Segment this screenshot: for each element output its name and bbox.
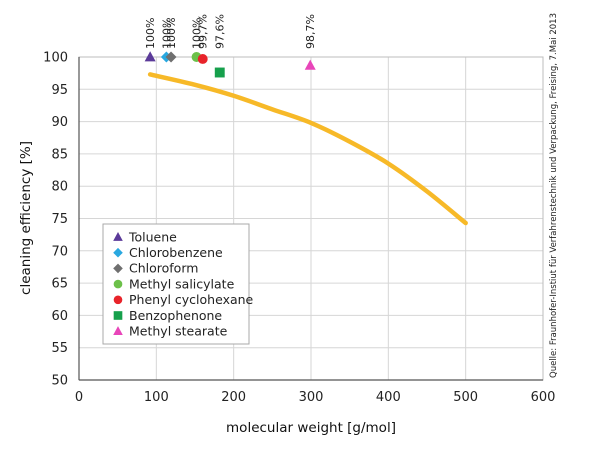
legend-marker-phenyl-cyclohexane — [113, 295, 123, 305]
y-tick-labels: 50 55 60 65 70 75 80 85 90 95 100 — [43, 51, 68, 389]
legend-label-chloroform: Chloroform — [129, 261, 198, 276]
point-labels: 100% 100%100% 100%99,7% 97,6% 98,7% — [144, 14, 317, 49]
axes — [78, 56, 544, 381]
point-label-methyl-stearate: 98,7% — [304, 14, 317, 49]
x-tick-label: 200 — [221, 390, 246, 405]
legend-label-benzophenone: Benzophenone — [129, 308, 222, 323]
legend-marker-methyl-stearate — [113, 326, 123, 336]
legend-label-toluene: Toluene — [128, 229, 177, 244]
point-label-methyl-salicylate: 100% — [191, 18, 204, 49]
point-label-toluene: 100% — [144, 18, 157, 49]
x-tick-label: 500 — [453, 390, 478, 405]
x-tick-label: 600 — [531, 390, 556, 405]
data-points — [144, 51, 316, 78]
legend-box — [102, 223, 250, 345]
y-tick-label: 100 — [43, 51, 68, 66]
y-tick-label: 75 — [51, 212, 68, 227]
point-label-benzophenone: 97,6% — [214, 14, 227, 49]
y-tick-label: 60 — [51, 309, 68, 324]
point-label-phenyl-cyclohexane: 99,7% — [197, 14, 210, 49]
x-tick-label: 300 — [299, 390, 324, 405]
trend-curve — [147, 72, 468, 226]
point-phenyl-cyclohexane — [197, 53, 208, 64]
point-label-chloroform: 100% — [165, 18, 178, 49]
y-tick-label: 90 — [51, 115, 68, 130]
legend-label-chlorobenzene: Chlorobenzene — [129, 245, 223, 260]
y-tick-label: 80 — [51, 180, 68, 195]
x-tick-label: 100 — [144, 390, 169, 405]
legend-marker-benzophenone — [113, 311, 123, 320]
point-toluene — [144, 51, 156, 62]
y-tick-label: 95 — [51, 83, 68, 98]
legend-label-phenyl-cyclohexane: Phenyl cyclohexane — [129, 292, 254, 307]
point-label-chlorobenzene: 100% — [160, 18, 173, 49]
legend-label-methyl-salicylate: Methyl salicylate — [129, 276, 235, 291]
legend-marker-toluene — [113, 231, 123, 241]
x-tick-label: 400 — [376, 390, 401, 405]
point-methyl-stearate — [304, 59, 316, 70]
y-tick-label: 85 — [51, 147, 68, 162]
legend-label-methyl-stearate: Methyl stearate — [129, 324, 228, 339]
y-tick-label: 70 — [51, 244, 68, 259]
legend-marker-methyl-salicylate — [113, 279, 123, 289]
y-tick-label: 55 — [51, 341, 68, 356]
x-axis-title: molecular weight [g/mol] — [226, 420, 396, 436]
legend-marker-chlorobenzene — [113, 247, 123, 258]
y-tick-label: 65 — [51, 277, 68, 292]
x-tick-labels: 0 100 200 300 400 500 600 — [75, 390, 556, 405]
source-note: Quelle: Fraunhofer-Instiut für Verfahren… — [549, 13, 559, 378]
legend-marker-chloroform — [113, 263, 123, 274]
y-tick-label: 50 — [51, 374, 68, 389]
trend-curve-line — [147, 72, 468, 226]
x-tick-label: 0 — [75, 390, 83, 405]
y-axis-title: cleaning efficiency [%] — [18, 141, 34, 295]
point-benzophenone — [214, 67, 225, 78]
point-chloroform — [165, 51, 177, 63]
